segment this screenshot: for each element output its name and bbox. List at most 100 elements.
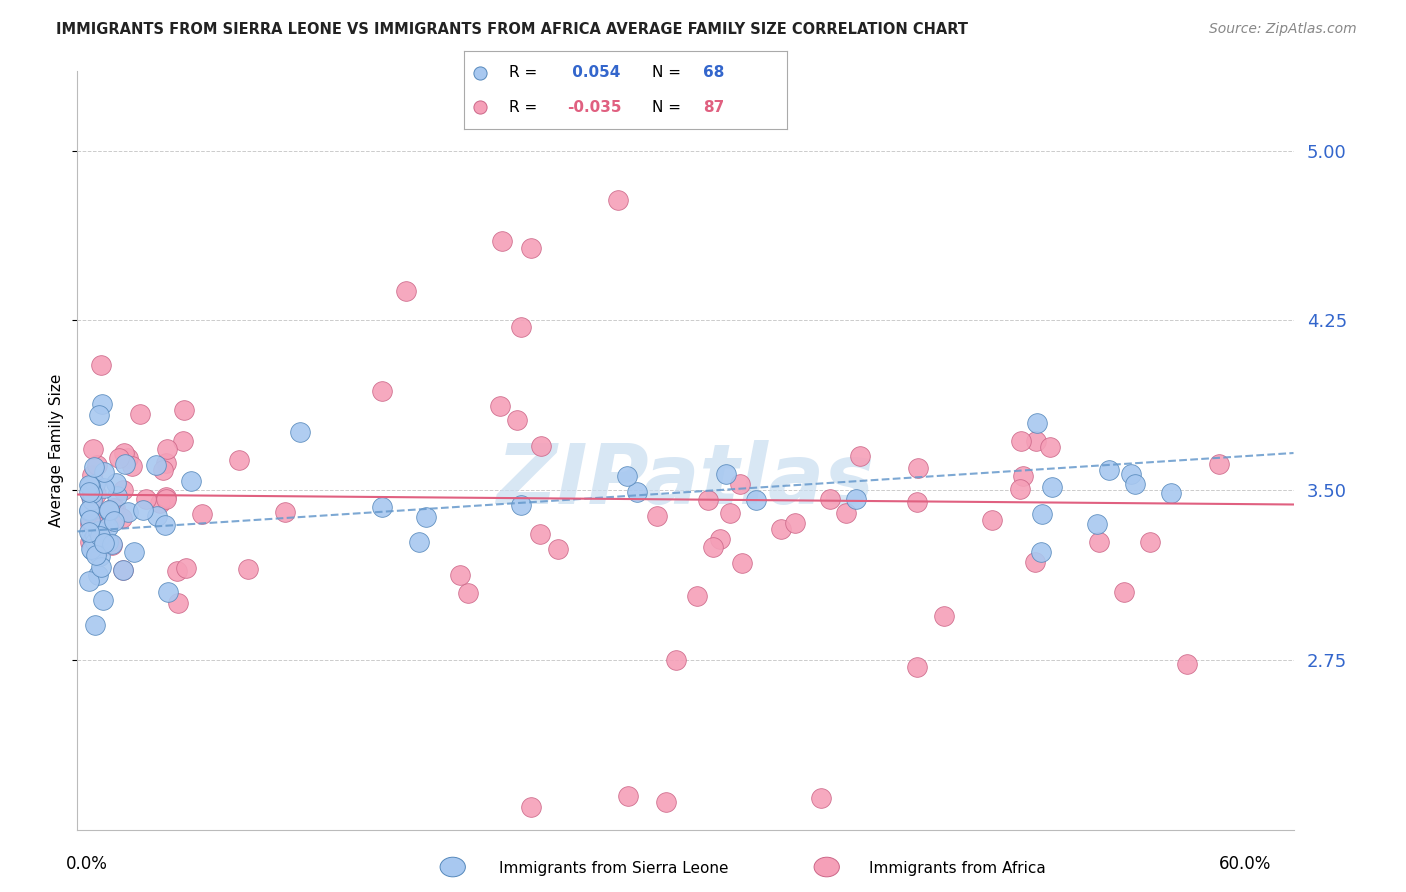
Point [84,535,107,549]
Point [731,556,754,570]
Point [167,596,190,610]
Point [131,503,153,517]
Point [89,549,111,564]
Y-axis label: Average Family Size: Average Family Size [49,374,65,527]
Point [91,397,114,411]
Point [520,800,543,814]
Point [83,460,105,475]
Point [415,510,437,524]
Point [174,561,197,575]
Point [1121,467,1143,482]
Text: 60.0%: 60.0% [1219,855,1271,872]
Text: Source: ZipAtlas.com: Source: ZipAtlas.com [1209,22,1357,37]
Text: -0.035: -0.035 [568,100,621,115]
Point [104,476,127,491]
Point [101,537,124,551]
Point [155,456,177,470]
Point [180,474,202,488]
Point [1008,482,1031,496]
Point [90,559,112,574]
Point [457,586,479,600]
Point [1088,534,1111,549]
Point [510,498,533,512]
Point [718,507,741,521]
Point [86,458,108,472]
Text: R =: R = [509,65,537,80]
Point [371,384,394,399]
Point [1123,477,1146,491]
Point [645,508,668,523]
Point [173,403,195,417]
Point [1029,545,1052,559]
Point [145,458,167,472]
Point [77,574,100,588]
Point [111,563,134,577]
Point [114,457,136,471]
Point [82,532,104,546]
Point [696,493,718,508]
Point [82,485,104,500]
Point [111,511,134,525]
Point [89,528,111,542]
Text: N =: N = [651,65,681,80]
Point [104,501,127,516]
Point [1139,535,1161,549]
Point [86,542,108,557]
Point [981,513,1004,527]
Point [90,520,112,534]
Point [665,653,688,667]
Point [79,479,101,493]
Point [370,500,392,514]
Point [1031,507,1053,521]
Point [84,477,107,491]
Text: 68: 68 [703,65,724,80]
Point [907,460,929,475]
Point [394,284,416,298]
Point [91,593,114,607]
Point [728,477,751,491]
Text: IMMIGRANTS FROM SIERRA LEONE VS IMMIGRANTS FROM AFRICA AVERAGE FAMILY SIZE CORRE: IMMIGRANTS FROM SIERRA LEONE VS IMMIGRAN… [56,22,969,37]
Point [529,527,551,541]
Point [80,493,103,508]
Point [905,495,928,509]
Point [905,659,928,673]
Point [506,412,529,426]
Text: 0.0%: 0.0% [66,855,108,872]
Point [135,492,157,507]
Point [77,525,100,540]
Point [103,500,125,515]
Point [709,533,731,547]
Point [1040,481,1063,495]
Point [87,568,110,582]
Point [149,496,172,510]
Text: 0.054: 0.054 [568,65,621,80]
Point [80,528,103,542]
Text: 87: 87 [703,100,724,115]
Point [845,492,868,507]
Text: N =: N = [651,100,681,115]
Point [228,452,250,467]
Point [1024,555,1046,569]
Point [157,585,180,599]
Point [93,506,115,520]
Point [238,562,260,576]
Point [166,565,188,579]
Point [1087,517,1109,532]
Point [77,478,100,492]
Point [156,442,179,457]
Point [80,541,103,556]
Point [97,503,120,517]
Point [121,458,143,473]
Point [84,548,107,562]
Point [1039,440,1062,454]
Point [626,485,648,500]
Point [77,503,100,517]
Point [686,589,709,603]
Point [745,493,768,508]
Point [449,567,471,582]
Point [1098,463,1121,477]
Point [835,506,858,520]
Point [122,545,145,559]
Point [547,541,569,556]
Point [111,563,134,577]
